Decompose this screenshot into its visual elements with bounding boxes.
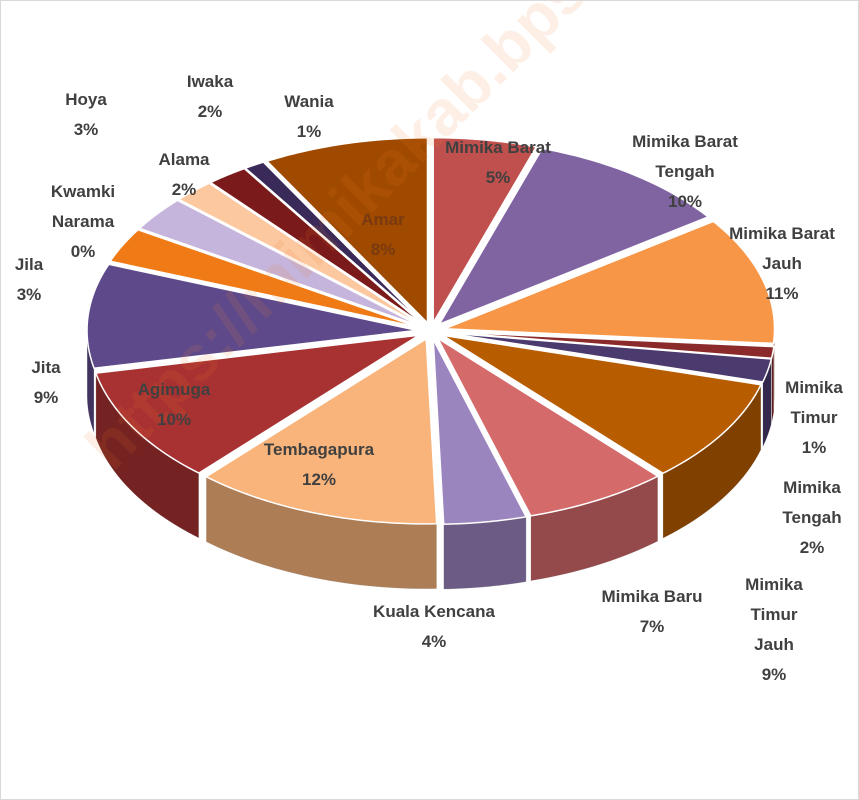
slice-side-shade xyxy=(206,476,437,589)
data-label: Iwaka 2% xyxy=(170,67,250,127)
category-label: Mimika Barat Tengah xyxy=(632,132,738,181)
data-label: Mimika Barat Jauh 11% xyxy=(707,219,857,309)
slice xyxy=(94,334,420,474)
slice-side-shade xyxy=(530,476,658,581)
value-label: 12% xyxy=(301,470,337,489)
data-label: Mimika Barat 5% xyxy=(423,133,573,193)
category-label: Mimika Timur xyxy=(785,378,843,427)
slice xyxy=(435,336,660,517)
data-label: Wania 1% xyxy=(269,87,349,147)
slice xyxy=(432,136,538,326)
data-label: Tembagapura 12% xyxy=(244,435,394,495)
value-label: 2% xyxy=(197,102,223,121)
value-label: 9% xyxy=(33,388,59,407)
category-label: Jita xyxy=(31,358,61,377)
value-label: 2% xyxy=(171,180,197,199)
category-label: Iwaka xyxy=(186,72,234,91)
data-label: Mimika Timur Jauh 9% xyxy=(729,570,819,690)
category-label: Amar xyxy=(361,210,405,229)
category-label: Hoya xyxy=(65,90,107,109)
data-label: Mimika Barat Tengah 10% xyxy=(610,127,760,217)
slice xyxy=(444,331,775,360)
category-label: Mimika Baru xyxy=(601,587,703,606)
value-label: 4% xyxy=(421,632,447,651)
value-label: 0% xyxy=(70,242,96,261)
category-label: Jila xyxy=(14,255,44,274)
data-label: Mimika Baru 7% xyxy=(577,582,727,642)
slice xyxy=(444,331,773,383)
slice-side-shade xyxy=(662,384,761,539)
category-label: Agimuga xyxy=(137,380,211,399)
data-label: Mimika Tengah 2% xyxy=(767,473,857,563)
category-label: Mimika Barat xyxy=(445,138,551,157)
category-label: Alama xyxy=(158,150,210,169)
slice xyxy=(243,161,425,325)
slice xyxy=(108,228,419,329)
slice xyxy=(138,199,421,327)
value-label: 10% xyxy=(156,410,192,429)
value-label: 5% xyxy=(485,168,511,187)
value-label: 9% xyxy=(761,665,787,684)
slice xyxy=(177,182,422,326)
slice xyxy=(444,220,776,345)
category-label: Wania xyxy=(284,92,334,111)
value-label: 3% xyxy=(73,120,99,139)
data-label: Kuala Kencana 4% xyxy=(344,597,524,657)
value-label: 8% xyxy=(370,240,396,259)
data-label: Agimuga 10% xyxy=(114,375,234,435)
value-label: 1% xyxy=(801,438,827,457)
value-label: 7% xyxy=(639,617,665,636)
category-label: Kuala Kencana xyxy=(373,602,495,621)
data-label: Amar 8% xyxy=(343,205,423,265)
data-label: Jila 3% xyxy=(1,250,59,310)
value-label: 2% xyxy=(799,538,825,557)
slice xyxy=(204,337,438,525)
slice xyxy=(432,338,528,525)
data-label: Kwamki Narama 0% xyxy=(28,177,138,267)
category-label: Mimika Barat Jauh xyxy=(729,224,835,273)
value-label: 3% xyxy=(16,285,42,304)
slice xyxy=(209,167,424,325)
value-label: 11% xyxy=(765,284,799,303)
category-label: Tembagapura xyxy=(263,440,375,459)
data-label: Mimika Timur 1% xyxy=(769,373,858,463)
slice xyxy=(442,334,763,475)
category-label: Mimika Timur Jauh xyxy=(745,575,803,654)
category-label: Mimika Tengah xyxy=(782,478,842,527)
slice xyxy=(86,263,418,370)
slice-side-shade xyxy=(443,516,527,590)
slice-side-shade xyxy=(762,359,772,448)
slice-side-shade xyxy=(771,346,774,424)
slice xyxy=(265,137,429,325)
value-label: 10% xyxy=(667,192,703,211)
data-label: Alama 2% xyxy=(144,145,224,205)
data-label: Jita 9% xyxy=(16,353,76,413)
category-label: Kwamki Narama xyxy=(50,182,116,231)
value-label: 1% xyxy=(296,122,322,141)
slice-side-shade xyxy=(87,330,95,434)
data-label: Hoya 3% xyxy=(46,85,126,145)
slice-side-shade xyxy=(95,373,199,539)
slice xyxy=(437,147,710,326)
